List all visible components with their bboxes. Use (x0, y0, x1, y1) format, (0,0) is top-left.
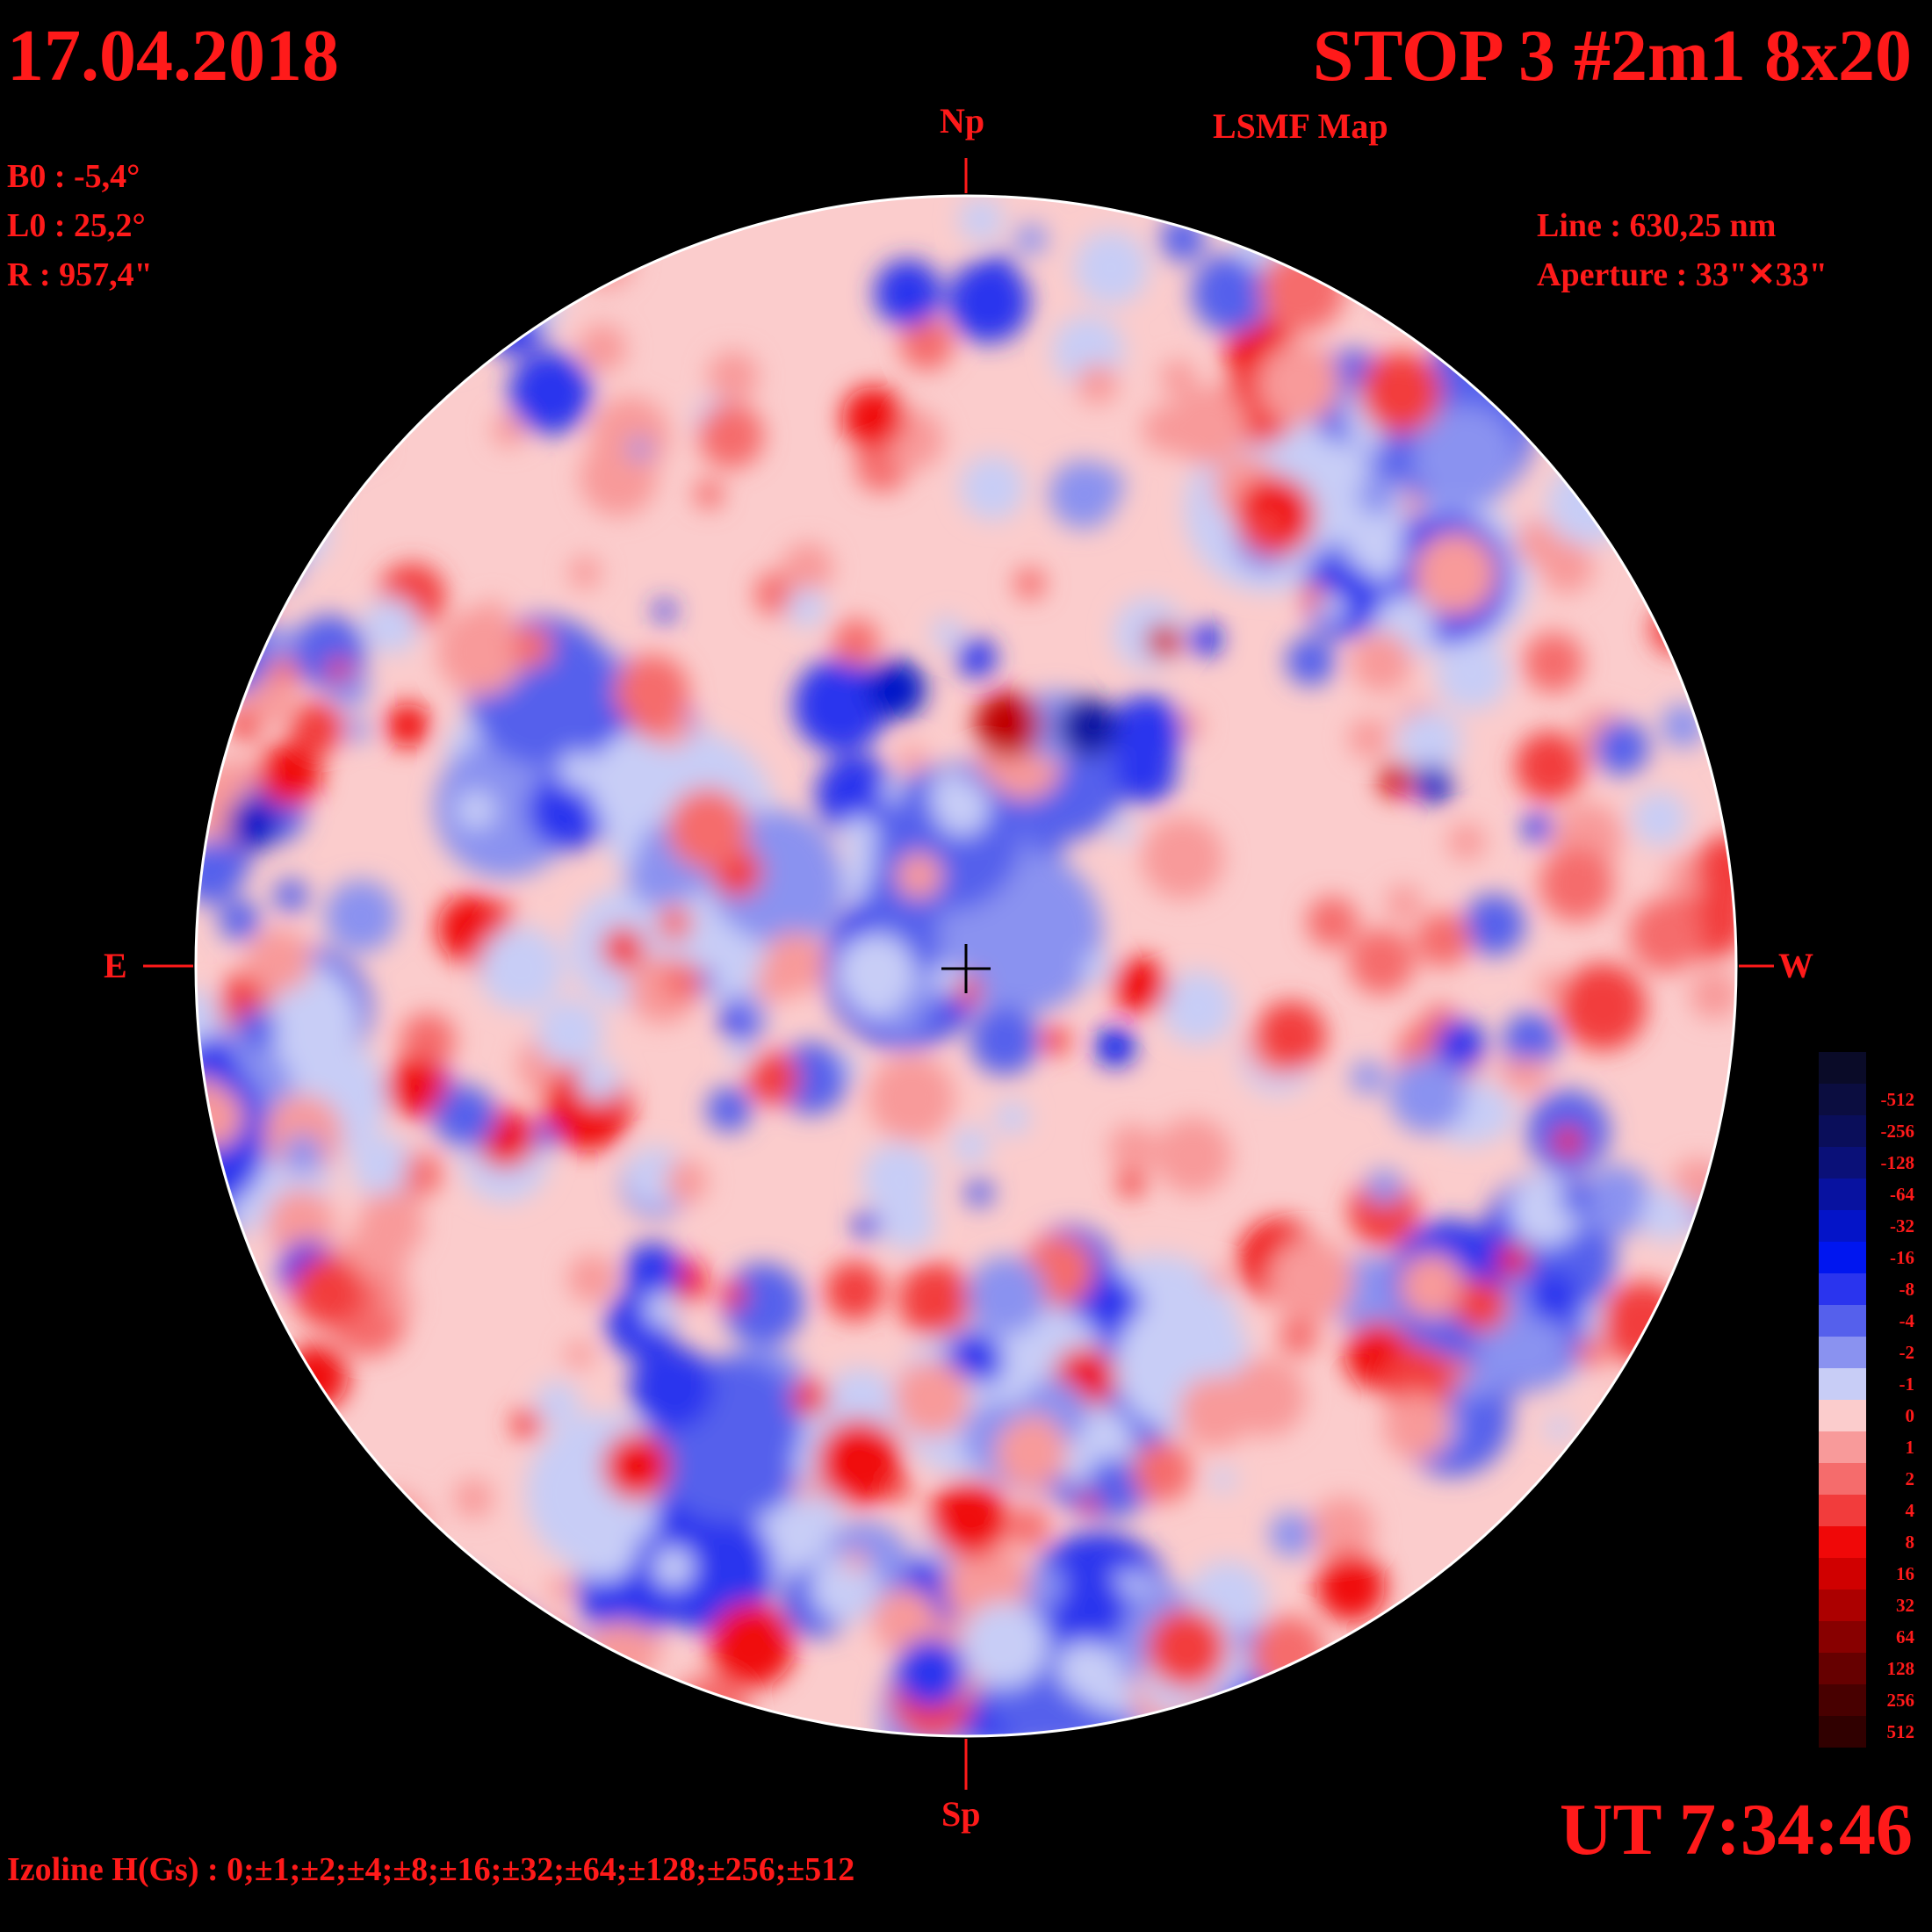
legend-swatch (1819, 1052, 1866, 1084)
legend-label: -64 (1890, 1184, 1914, 1205)
north-label: Np (940, 101, 985, 141)
legend-swatch (1819, 1210, 1866, 1242)
legend-swatch (1819, 1179, 1866, 1210)
legend-label: -2 (1899, 1342, 1915, 1363)
ut-time: UT 7:34:46 (1559, 1789, 1913, 1871)
west-label: W (1778, 946, 1813, 985)
south-label: Sp (941, 1794, 981, 1834)
legend-label: -16 (1890, 1247, 1914, 1268)
legend-swatch (1819, 1273, 1866, 1305)
legend-label: -1 (1899, 1373, 1915, 1395)
legend-label: -128 (1880, 1152, 1915, 1173)
legend-label: 64 (1896, 1626, 1914, 1647)
l0-param: L0 : 25,2° (7, 207, 146, 244)
color-scale-legend (1819, 1052, 1866, 1748)
legend-label: 1 (1905, 1437, 1915, 1458)
legend-label: 128 (1886, 1658, 1915, 1679)
legend-swatch (1819, 1115, 1866, 1147)
legend-label: 0 (1905, 1405, 1915, 1426)
legend-swatch (1819, 1590, 1866, 1621)
legend-swatch (1819, 1653, 1866, 1684)
legend-swatch (1819, 1368, 1866, 1400)
legend-label: 512 (1886, 1721, 1915, 1742)
legend-label: -8 (1899, 1279, 1915, 1300)
disk-limb (194, 194, 1738, 1738)
legend-label: 8 (1905, 1532, 1915, 1553)
izoline-levels: Izoline H(Gs) : 0;±1;±2;±4;±8;±16;±32;±6… (7, 1851, 855, 1888)
legend-label: 256 (1886, 1690, 1915, 1711)
solar-disk (196, 196, 1736, 1736)
legend-label: -256 (1880, 1121, 1915, 1142)
legend-label: -32 (1890, 1215, 1914, 1236)
r-param: R : 957,4" (7, 256, 153, 293)
legend-swatch (1819, 1463, 1866, 1495)
legend-label: 16 (1896, 1563, 1914, 1584)
center-crosshair-icon (941, 944, 991, 993)
observation-title: STOP 3 #2m1 8x20 (1312, 15, 1912, 97)
legend-label: 32 (1896, 1595, 1914, 1616)
legend-label: 4 (1905, 1500, 1915, 1521)
legend-swatch (1819, 1621, 1866, 1653)
legend-label: -4 (1899, 1310, 1915, 1331)
legend-swatch (1819, 1431, 1866, 1463)
b0-param: B0 : -5,4° (7, 158, 141, 195)
legend-swatch (1819, 1147, 1866, 1179)
east-label: E (104, 946, 127, 985)
legend-swatch (1819, 1242, 1866, 1273)
map-subtitle: LSMF Map (1213, 106, 1388, 146)
legend-swatch (1819, 1084, 1866, 1115)
line-param: Line : 630,25 nm (1537, 207, 1777, 244)
legend-label: 2 (1905, 1468, 1915, 1489)
legend-swatch (1819, 1495, 1866, 1526)
legend-swatch (1819, 1337, 1866, 1368)
legend-swatch (1819, 1716, 1866, 1748)
legend-label: -512 (1880, 1089, 1915, 1110)
aperture-param: Aperture : 33"✕33" (1537, 256, 1827, 293)
legend-swatch (1819, 1558, 1866, 1590)
legend-swatch (1819, 1305, 1866, 1337)
legend-swatch (1819, 1684, 1866, 1716)
date-label: 17.04.2018 (7, 15, 339, 97)
legend-swatch (1819, 1400, 1866, 1431)
legend-swatch (1819, 1526, 1866, 1558)
